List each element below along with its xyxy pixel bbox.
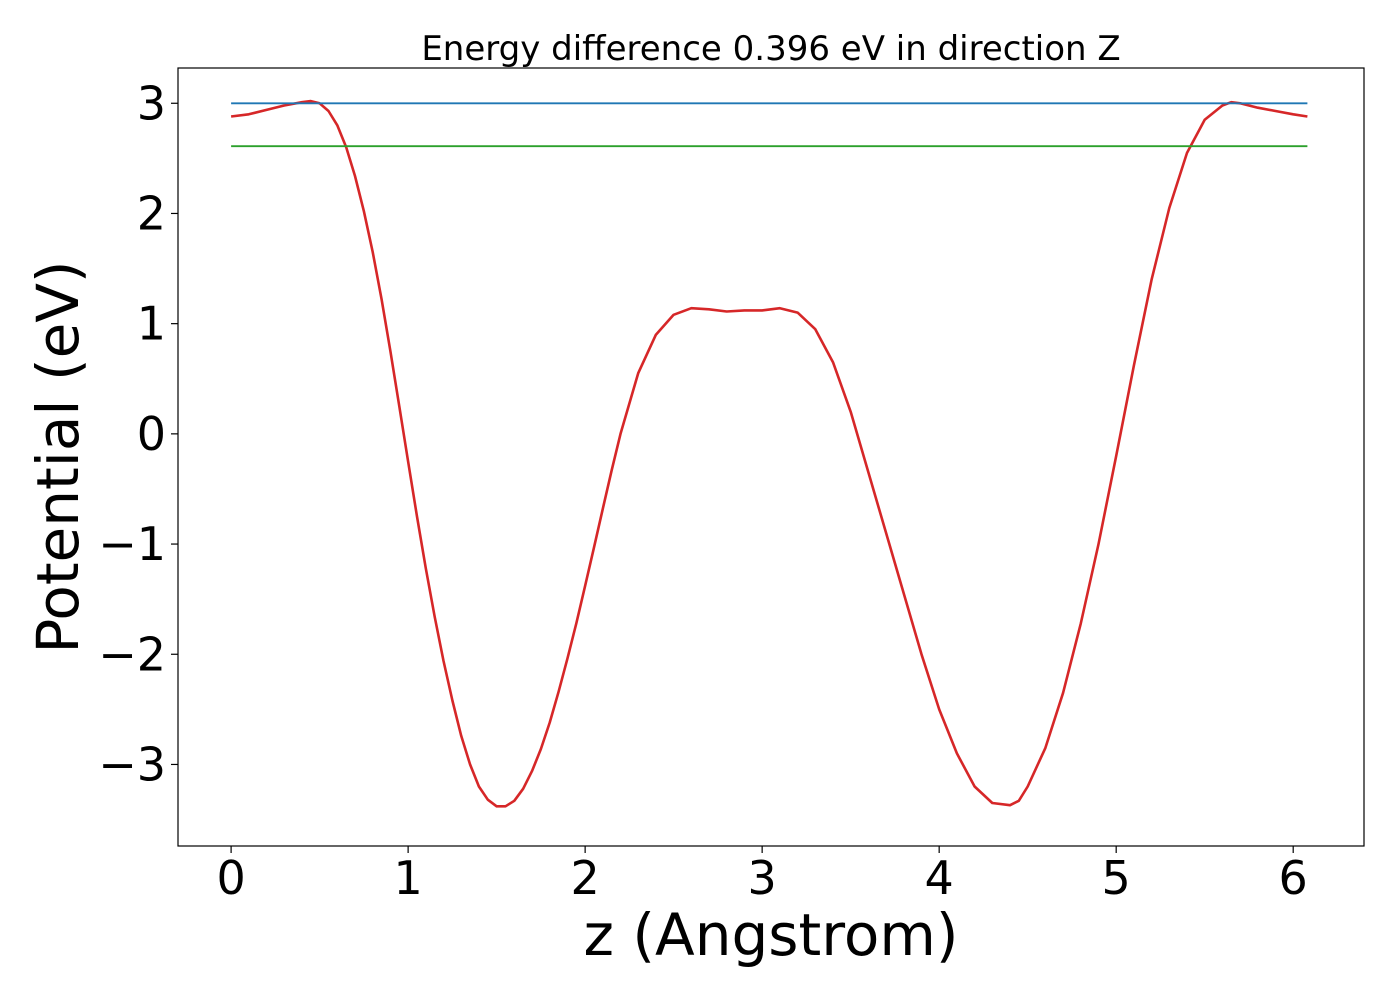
x-tick-label: 5 <box>1102 851 1131 905</box>
x-axis-label: z (Angstrom) <box>584 901 959 969</box>
y-tick-label: 2 <box>137 186 166 240</box>
series-line-1 <box>230 99 1308 808</box>
x-tick-label: 6 <box>1279 851 1308 905</box>
y-tick-label: 1 <box>137 297 166 351</box>
x-tick-label: 2 <box>570 851 599 905</box>
y-axis-ticks: −3 −2 −1 0 1 2 3 <box>98 76 178 791</box>
plot-area <box>230 99 1308 808</box>
axes-frame <box>177 67 1365 847</box>
chart-title: Energy difference 0.396 eV in direction … <box>421 29 1120 69</box>
y-axis-label: Potential (eV) <box>24 260 92 653</box>
x-tick-label: 4 <box>925 851 954 905</box>
x-tick-label: 1 <box>393 851 422 905</box>
y-tick-label: −1 <box>98 517 166 571</box>
y-tick-label: −3 <box>98 737 166 791</box>
x-axis-ticks: 0 1 2 3 4 5 6 <box>216 846 1308 905</box>
y-tick-label: 3 <box>137 76 166 130</box>
y-tick-label: −2 <box>98 627 166 681</box>
x-tick-label: 3 <box>748 851 777 905</box>
x-tick-label: 0 <box>216 851 245 905</box>
y-tick-label: 0 <box>137 407 166 461</box>
